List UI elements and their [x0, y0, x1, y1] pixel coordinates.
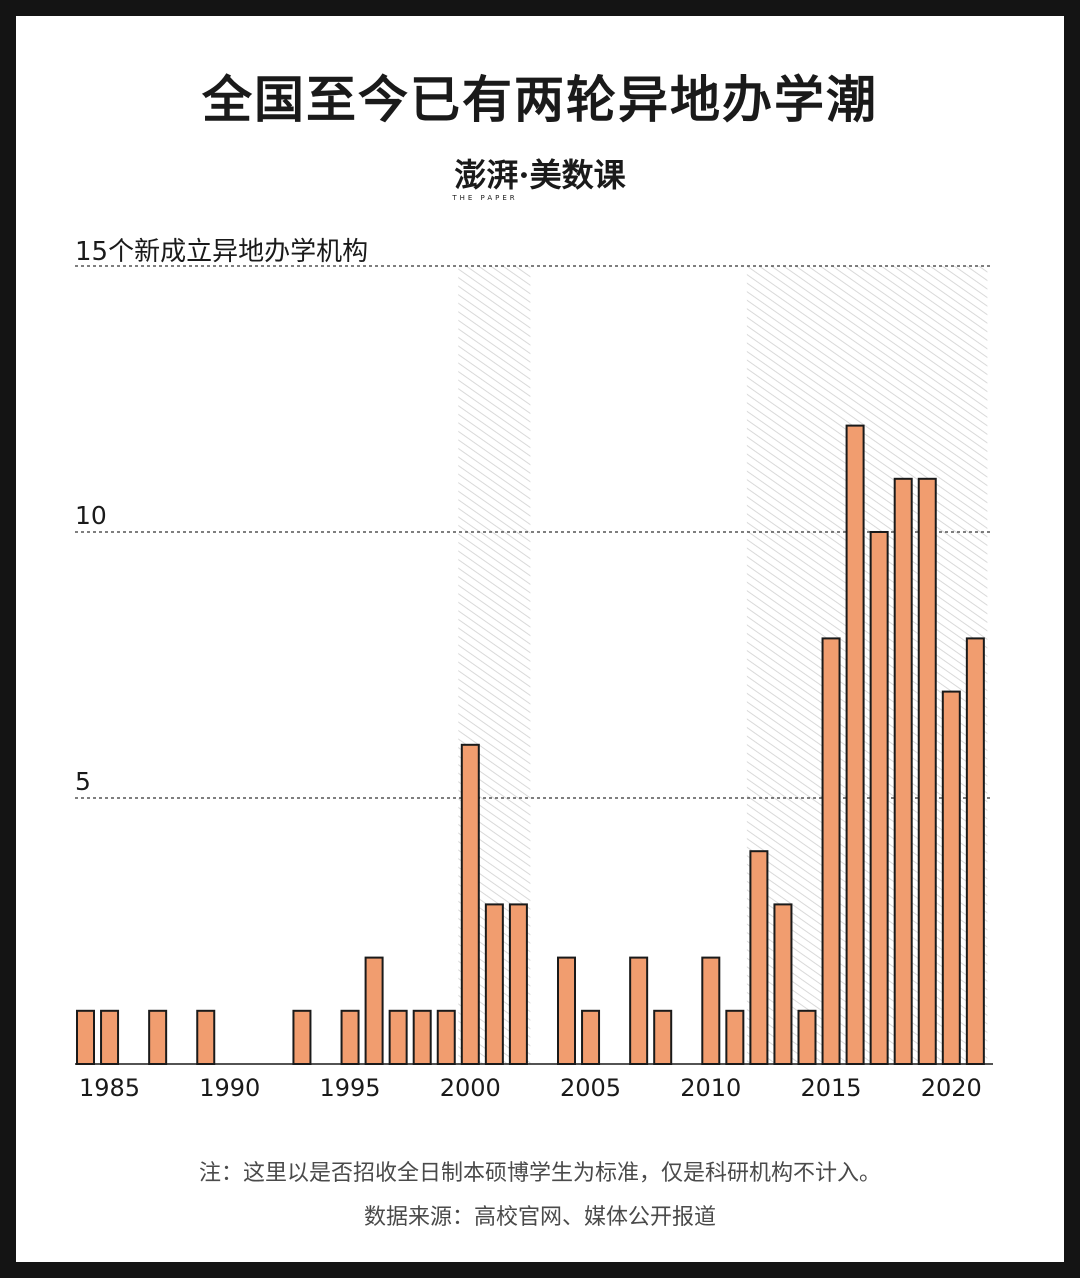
y-tick-label-10: 10: [75, 501, 107, 530]
bar-2017: [869, 531, 889, 1065]
brand-logo: 澎湃·美数课 THE PAPER: [0, 150, 1080, 202]
bar-2007: [629, 956, 649, 1065]
x-tick-label-1985: 1985: [79, 1074, 140, 1102]
bar-2011: [725, 1009, 745, 1065]
bar-2020: [941, 690, 961, 1065]
bar-1999: [436, 1009, 456, 1065]
bar-1993: [292, 1009, 312, 1065]
brand-product: 美数课: [529, 156, 626, 194]
data-source: 数据来源：高校官网、媒体公开报道: [363, 1205, 716, 1230]
bar-1995: [340, 1009, 360, 1065]
bar-2015: [821, 637, 841, 1066]
x-tick-label-2010: 2010: [680, 1074, 741, 1102]
x-tick-label-2005: 2005: [560, 1074, 621, 1102]
bar-2014: [797, 1009, 817, 1065]
bar-1987: [148, 1009, 168, 1065]
bar-2013: [773, 903, 793, 1066]
bar-2008: [653, 1009, 673, 1065]
bar-1996: [364, 956, 384, 1065]
y-tick-label-5: 5: [75, 767, 91, 796]
bar-1989: [196, 1009, 216, 1065]
x-tick-label-2000: 2000: [440, 1074, 501, 1102]
bar-2018: [893, 477, 913, 1065]
y-axis-label: 15个新成立异地办学机构: [75, 237, 368, 267]
x-tick-label-1995: 1995: [320, 1074, 381, 1102]
bar-2004: [557, 956, 576, 1065]
bar-2002: [508, 903, 528, 1066]
bar-2000: [460, 743, 480, 1065]
bar-2010: [701, 956, 721, 1065]
bar-2019: [917, 477, 937, 1065]
chart-title: 全国至今已有两轮异地办学潮: [202, 71, 878, 129]
bar-2016: [845, 424, 865, 1066]
bar-2021: [965, 637, 985, 1066]
x-tick-label-2020: 2020: [921, 1074, 982, 1102]
bar-2012: [749, 850, 769, 1066]
brand-logo-text: 澎湃: [454, 156, 519, 194]
brand-separator: ·: [518, 156, 530, 194]
bars: [76, 424, 985, 1066]
bar-2001: [484, 903, 504, 1066]
bar-1985: [100, 1009, 120, 1065]
x-tick-label-1990: 1990: [199, 1074, 260, 1102]
x-axis-ticks: 1985 1990 1995 2000 2005 2010 2015 2020: [79, 1074, 982, 1102]
x-tick-label-2015: 2015: [801, 1074, 862, 1102]
bar-1998: [412, 1009, 432, 1065]
bar-1984: [76, 1009, 95, 1065]
footnote: 注：这里以是否招收全日制本硕博学生为标准，仅是科研机构不计入。: [198, 1161, 881, 1186]
bar-1997: [388, 1009, 408, 1065]
bar-chart: 5 10 1985 1990 1995 2000 2005 2010 2015 2020 15个…: [75, 237, 993, 1102]
bar-2005: [581, 1009, 601, 1065]
brand-tagline: THE PAPER: [452, 194, 518, 202]
